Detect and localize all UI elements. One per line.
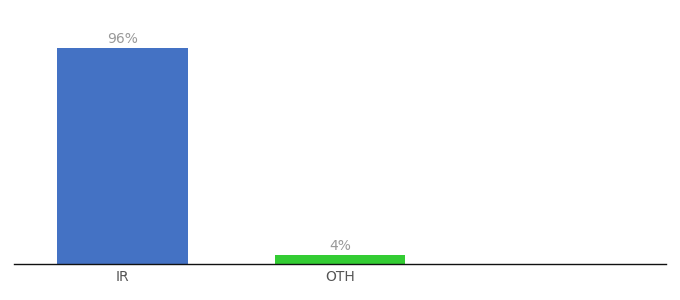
Bar [275, 255, 405, 264]
Bar [57, 48, 188, 264]
Text: 96%: 96% [107, 32, 138, 46]
Text: 4%: 4% [329, 239, 351, 253]
